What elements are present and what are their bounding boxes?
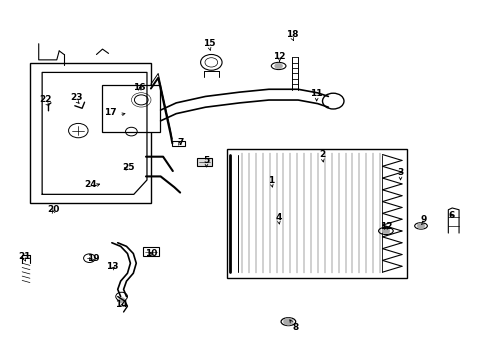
Text: 9: 9 [420,215,426,224]
Text: 14: 14 [115,300,128,309]
Text: 13: 13 [105,262,118,271]
Circle shape [381,228,389,234]
Text: 11: 11 [310,89,322,98]
Text: 23: 23 [70,93,82,102]
Text: 2: 2 [319,150,325,159]
Text: 4: 4 [275,213,281,222]
Bar [172,140,184,146]
Text: 19: 19 [87,254,100,263]
Circle shape [283,318,293,325]
Bar [143,247,158,256]
Bar [227,149,406,278]
Text: 3: 3 [397,168,403,177]
Text: 15: 15 [203,39,215,48]
Text: 12: 12 [379,222,391,231]
Text: 16: 16 [133,83,145,92]
Circle shape [119,298,124,302]
Text: 7: 7 [177,138,183,147]
Text: 17: 17 [104,108,117,117]
Bar [102,85,159,132]
Text: 22: 22 [39,95,52,104]
Text: 21: 21 [18,252,30,261]
Text: 1: 1 [267,176,274,185]
Bar [30,63,151,203]
Text: 20: 20 [47,205,60,214]
Text: 10: 10 [144,249,157,258]
Bar [196,158,212,166]
Text: 6: 6 [447,211,454,220]
Text: 25: 25 [122,163,134,172]
Text: 24: 24 [84,180,97,189]
Text: 18: 18 [285,30,298,39]
Text: 8: 8 [292,323,298,332]
Circle shape [416,223,424,229]
Text: 5: 5 [203,156,209,165]
Text: 12: 12 [273,52,285,61]
Circle shape [274,63,282,69]
